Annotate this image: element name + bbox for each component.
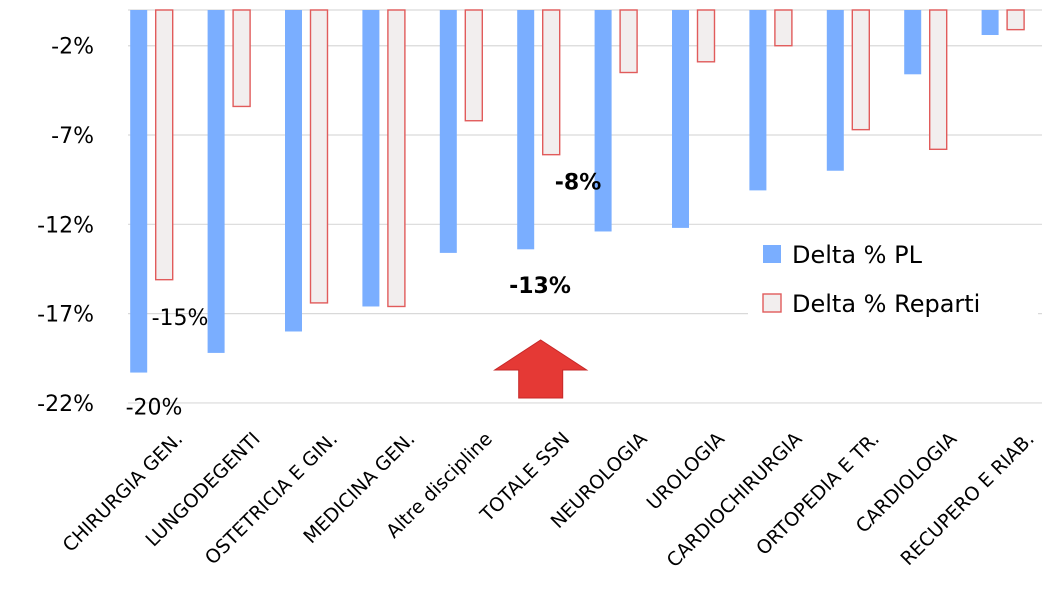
bar-delta-reparti-cardiologia [929, 9, 948, 151]
y-axis-ticks: -2% -7% -12% -17% -22% [37, 35, 94, 417]
bar-delta-pl-neurologia [594, 10, 612, 232]
y-tick-label: -7% [51, 124, 94, 149]
bar-delta-reparti-cardiochirurgia [774, 9, 793, 47]
x-tick-label-cardiochirurgia: CARDIOCHIRURGIA [663, 428, 807, 572]
data-label: -15% [152, 306, 209, 331]
bar-delta-pl-lungodegenti [207, 10, 225, 353]
x-tick-label-ostetricia-e-gin: OSTETRICIA E GIN. [201, 428, 342, 569]
legend: Delta % PL Delta % Reparti [748, 226, 1038, 322]
bar-delta-reparti-totale-ssn [542, 9, 561, 156]
bar-delta-reparti-ortopedia-e-tr [851, 9, 870, 131]
bar-delta-reparti-medicina-gen [387, 9, 406, 308]
bar-delta-reparti-chirurgia-gen [154, 9, 174, 281]
bar-delta-pl-urologia [672, 10, 689, 228]
y-tick-label: -22% [37, 392, 94, 417]
gridlines [128, 9, 1042, 404]
data-label: -13% [509, 274, 571, 299]
legend-swatch-delta-reparti [762, 293, 782, 313]
legend-background [748, 226, 1038, 322]
up-arrow-icon [493, 339, 589, 399]
bar-delta-reparti-neurologia [619, 9, 638, 74]
bar-delta-reparti-recupero-e-riab [1006, 9, 1025, 31]
legend-label-delta-reparti: Delta % Reparti [792, 290, 980, 318]
bar-delta-pl-recupero-e-riab [981, 10, 999, 36]
y-tick-label: -12% [37, 213, 94, 238]
bar-delta-pl-chirurgia-gen [130, 10, 148, 373]
bar-delta-pl-ortopedia-e-tr [826, 10, 844, 171]
bar-delta-pl-medicina-gen [362, 10, 380, 307]
bar-delta-pl-altre-discipline [439, 10, 457, 253]
bars [130, 9, 1025, 373]
bar-delta-reparti-lungodegenti [232, 9, 251, 108]
bar-delta-pl-ostetricia-e-gin [285, 10, 302, 332]
bar-delta-pl-totale-ssn [517, 10, 535, 250]
bar-delta-reparti-ostetricia-e-gin [309, 9, 329, 304]
legend-swatch-delta-pl [763, 245, 781, 263]
y-tick-label: -17% [37, 303, 94, 328]
data-label: -20% [126, 395, 183, 420]
bar-delta-reparti-altre-discipline [464, 9, 483, 122]
data-label: -8% [555, 170, 601, 195]
annotations: -15% -20% -8% -13% [126, 170, 602, 420]
bar-delta-reparti-urologia [696, 9, 716, 63]
legend-label-delta-pl: Delta % PL [792, 241, 923, 269]
bar-delta-pl-cardiochirurgia [749, 10, 767, 191]
x-tick-label-recupero-e-riab: RECUPERO E RIAB. [897, 428, 1039, 570]
bar-delta-pl-cardiologia [904, 10, 922, 75]
y-tick-label: -2% [51, 35, 94, 60]
